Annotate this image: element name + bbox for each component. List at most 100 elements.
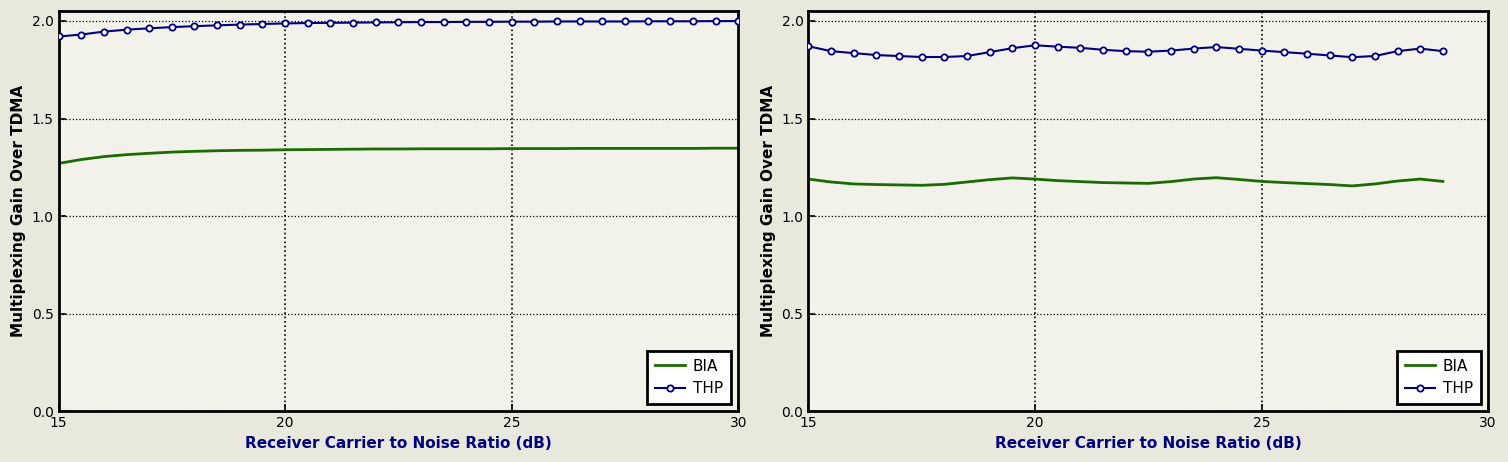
BIA [366,146,385,152]
THP [1161,48,1179,53]
THP [935,54,953,60]
THP [615,18,633,24]
BIA [570,146,588,151]
BIA [1139,181,1157,186]
THP [434,19,452,25]
BIA [1208,175,1226,181]
THP [1025,43,1044,48]
BIA [799,176,817,182]
THP [707,18,725,24]
BIA [685,146,703,151]
THP [1411,46,1430,51]
THP [822,49,840,54]
BIA [1116,180,1134,186]
BIA [1003,175,1021,181]
Line: THP: THP [56,18,742,40]
THP [1048,44,1066,49]
BIA [1231,176,1249,182]
BIA [638,146,656,151]
BIA [140,151,158,156]
BIA [321,146,339,152]
THP [140,25,158,31]
THP [799,43,817,49]
THP [1344,55,1362,60]
THP [457,19,475,24]
BIA [730,146,748,151]
BIA [1434,179,1452,184]
BIA [434,146,452,152]
BIA [1321,182,1339,187]
THP [1298,51,1316,56]
BIA [890,182,908,188]
Legend: BIA, THP: BIA, THP [1396,351,1481,404]
BIA [1366,181,1384,187]
BIA [662,146,680,151]
THP [844,50,863,56]
X-axis label: Receiver Carrier to Noise Ratio (dB): Receiver Carrier to Noise Ratio (dB) [244,436,552,451]
BIA [1298,181,1316,186]
THP [570,18,588,24]
BIA [208,148,226,153]
Line: BIA: BIA [59,148,739,164]
Y-axis label: Multiplexing Gain Over TDMA: Multiplexing Gain Over TDMA [11,85,26,337]
THP [662,18,680,24]
THP [1116,49,1134,54]
BIA [707,146,725,151]
THP [253,21,271,27]
BIA [980,177,998,182]
THP [321,20,339,25]
BIA [1411,176,1430,182]
THP [185,24,204,29]
BIA [253,147,271,153]
BIA [593,146,611,151]
THP [1093,47,1111,53]
BIA [1344,183,1362,188]
THP [344,20,362,25]
BIA [1048,178,1066,183]
BIA [844,181,863,187]
THP [1003,45,1021,51]
BIA [480,146,498,152]
Line: BIA: BIA [808,178,1443,186]
THP [95,29,113,34]
BIA [958,179,976,185]
BIA [185,149,204,154]
BIA [935,182,953,187]
THP [276,21,294,26]
THP [685,18,703,24]
THP [1389,49,1407,54]
THP [1231,46,1249,52]
BIA [276,147,294,152]
THP [412,19,430,25]
THP [366,20,385,25]
THP [593,18,611,24]
THP [502,19,520,24]
BIA [1025,176,1044,182]
BIA [95,154,113,159]
BIA [231,147,249,153]
THP [480,19,498,24]
THP [867,52,885,58]
BIA [822,179,840,185]
BIA [615,146,633,151]
THP [1208,44,1226,50]
BIA [412,146,430,152]
BIA [344,146,362,152]
THP [231,22,249,27]
THP [730,18,748,24]
BIA [547,146,566,152]
THP [208,23,226,28]
Y-axis label: Multiplexing Gain Over TDMA: Multiplexing Gain Over TDMA [762,85,777,337]
BIA [163,149,181,155]
THP [1253,48,1271,53]
BIA [118,152,136,158]
THP [163,24,181,30]
BIA [1184,176,1202,182]
BIA [525,146,543,152]
BIA [50,161,68,166]
BIA [1161,179,1179,184]
BIA [457,146,475,152]
THP [638,18,656,24]
THP [912,54,930,60]
BIA [867,182,885,187]
